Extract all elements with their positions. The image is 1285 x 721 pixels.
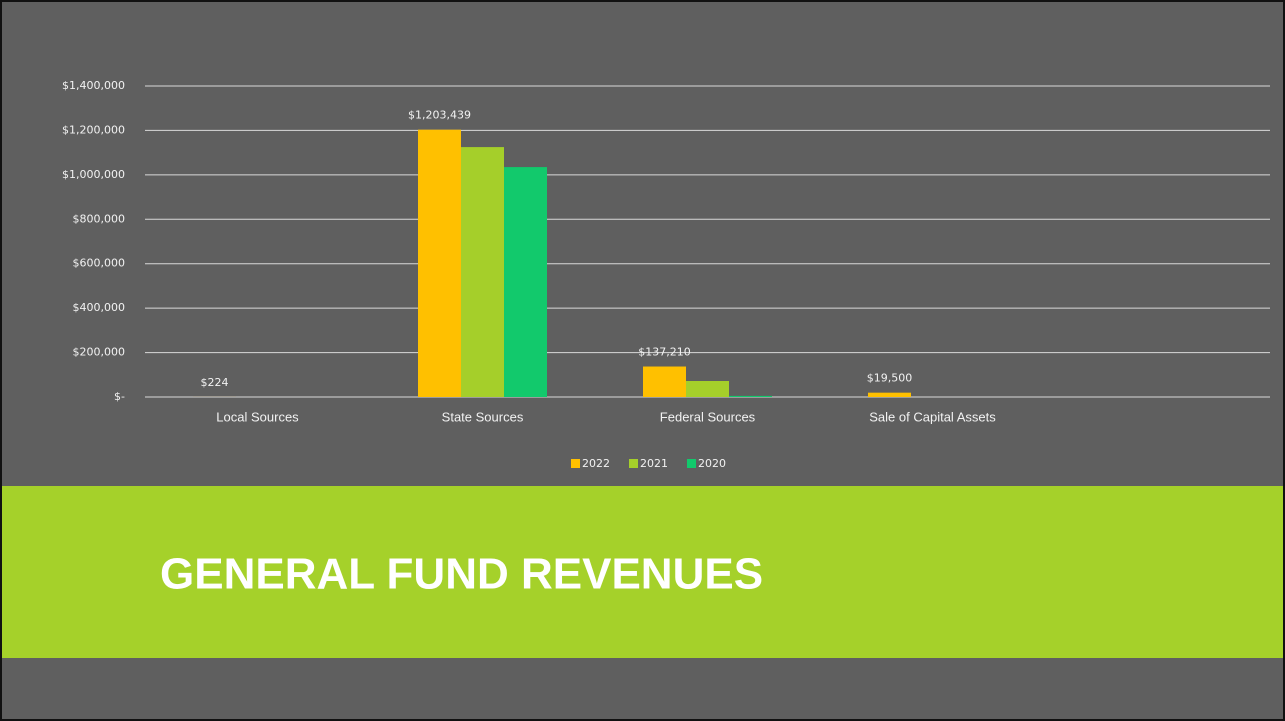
- legend-swatch: [687, 459, 696, 468]
- bar: [504, 167, 547, 397]
- data-label: $1,203,439: [408, 109, 471, 122]
- x-tick-label: Sale of Capital Assets: [869, 409, 996, 424]
- bar: [461, 147, 504, 397]
- bar: [418, 129, 461, 398]
- y-tick-label: $400,000: [73, 301, 126, 314]
- y-tick-label: $1,000,000: [62, 168, 125, 181]
- title-band: [2, 486, 1283, 658]
- y-tick-label: $1,200,000: [62, 123, 125, 136]
- bar: [868, 392, 911, 397]
- x-tick-label: Local Sources: [216, 409, 299, 424]
- bar: [686, 381, 729, 397]
- data-label: $137,210: [638, 346, 691, 359]
- x-tick-label: State Sources: [442, 409, 524, 424]
- legend-swatch: [571, 459, 580, 468]
- legend-label: 2022: [582, 457, 610, 470]
- legend-swatch: [629, 459, 638, 468]
- legend-label: 2020: [698, 457, 726, 470]
- chart-title: GENERAL FUND REVENUES: [160, 550, 763, 599]
- bar: [643, 366, 686, 397]
- y-tick-label: $200,000: [73, 346, 126, 359]
- data-label: $224: [201, 376, 229, 389]
- data-label: $19,500: [867, 372, 913, 385]
- y-tick-label: $-: [114, 390, 125, 403]
- y-tick-label: $600,000: [73, 257, 126, 270]
- y-tick-label: $1,400,000: [62, 79, 125, 92]
- y-tick-label: $800,000: [73, 212, 126, 225]
- bar: [729, 395, 772, 397]
- legend-label: 2021: [640, 457, 668, 470]
- x-tick-label: Federal Sources: [660, 409, 756, 424]
